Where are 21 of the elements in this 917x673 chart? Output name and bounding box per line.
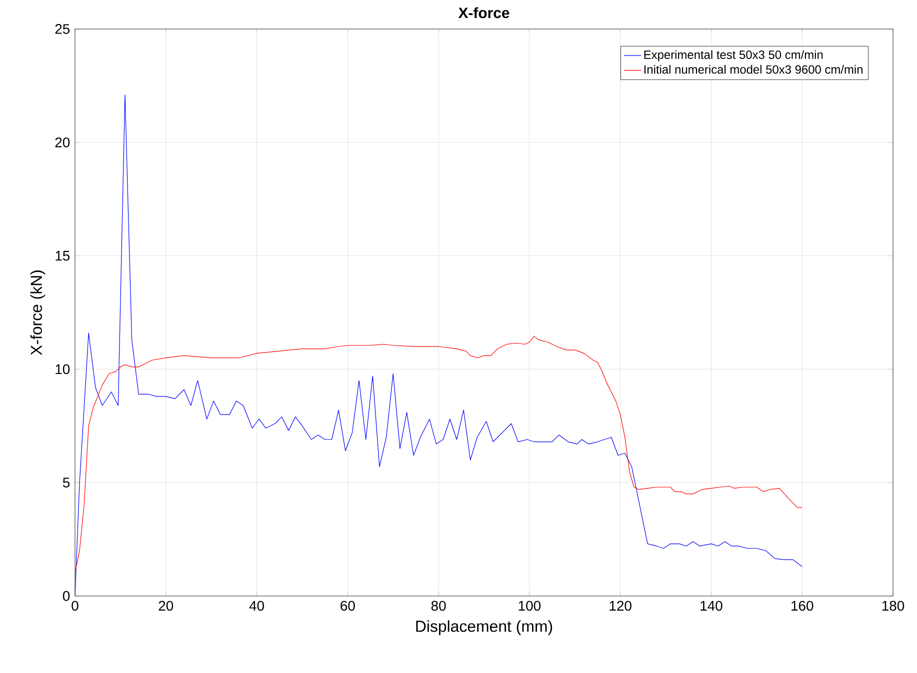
chart-title: X-force (458, 7, 510, 18)
x-tick-label: 180 (882, 600, 904, 611)
x-axis-title: Displacement (mm) (416, 620, 552, 636)
y-tick-label: 0 (62, 591, 70, 601)
x-tick-label: 40 (249, 600, 264, 611)
y-tick-label: 10 (56, 364, 70, 374)
x-tick-label: 80 (431, 600, 446, 611)
x-tick-label: 120 (610, 600, 632, 611)
x-tick-label: 140 (700, 600, 722, 611)
y-tick-label: 20 (55, 137, 70, 148)
x-tick-label: 0 (72, 600, 78, 611)
legend-label: Experimental test 50x3 50 cm/min (644, 50, 823, 62)
legend-label: Initial numerical model 50x3 9600 cm/min (644, 64, 862, 74)
y-tick-label: 25 (55, 24, 70, 34)
x-tick-label: 100 (518, 600, 541, 611)
y-axis-title: X-force (kN) (30, 270, 46, 356)
x-tick-label: 20 (158, 600, 174, 611)
y-tick-label: 5 (62, 478, 70, 488)
x-tick-label: 60 (340, 600, 355, 611)
x-tick-label: 160 (792, 600, 814, 611)
y-tick-label: 15 (56, 250, 70, 261)
